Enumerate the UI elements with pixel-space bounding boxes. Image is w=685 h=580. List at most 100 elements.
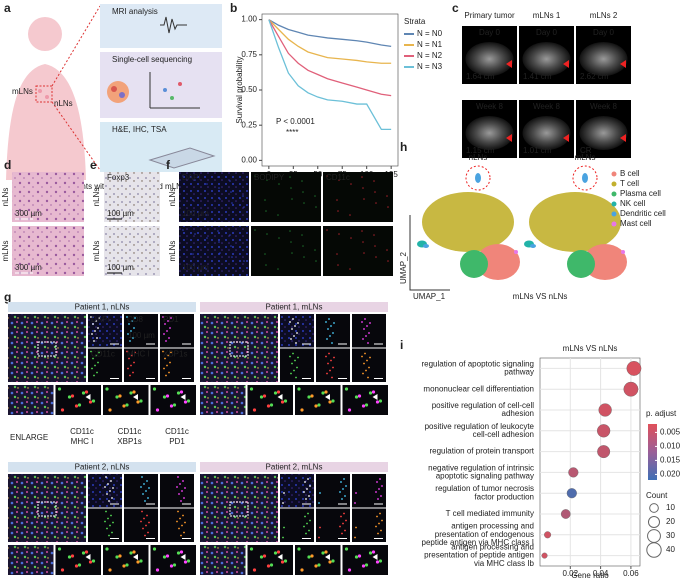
signal-dot [136, 560, 140, 564]
signal-dot [108, 568, 112, 572]
signal-dot [266, 564, 271, 568]
arrow [620, 60, 626, 68]
signal-dot [340, 515, 342, 518]
signal-dot [108, 534, 110, 537]
signal-dot [295, 376, 297, 379]
column-title: mLNs 1 [533, 11, 561, 20]
signal-dot [375, 491, 377, 493]
overview-image [8, 314, 86, 382]
signal-dot [273, 391, 278, 395]
signal-dot [177, 510, 179, 513]
legend-swatch [611, 201, 617, 207]
signal-dot [381, 519, 383, 522]
combo-label: CD11c [118, 427, 142, 436]
signal-dot [368, 391, 373, 395]
slide-icon [148, 147, 216, 169]
signal-dot [338, 179, 340, 181]
signal-dot [115, 395, 119, 399]
signal-dot [361, 355, 363, 358]
signal-dot [301, 234, 303, 236]
method-label: MRI analysis [112, 7, 158, 16]
arrow [563, 134, 569, 142]
signal-dot [122, 564, 126, 568]
time-label: Day 0 [593, 28, 614, 37]
size-label: 1.64 cm [466, 72, 495, 81]
signal-dot [365, 369, 367, 372]
signal-dot [131, 354, 133, 357]
channel-image [280, 508, 314, 542]
signal-dot [326, 175, 328, 177]
signal-dot [96, 337, 98, 339]
signal-dot [218, 241, 220, 243]
signal-dot [377, 532, 379, 535]
category-label: pathway [504, 368, 534, 377]
signal-dot [141, 476, 143, 478]
signal-dot [331, 399, 335, 403]
signal-dot [217, 176, 219, 178]
node-label: mLNs [12, 87, 33, 96]
signal-dot [142, 527, 144, 530]
channel-image [124, 474, 158, 508]
signal-dot [378, 488, 380, 490]
signal-dot [170, 351, 172, 354]
channel-image [88, 348, 122, 382]
signal-dot [143, 517, 145, 520]
signal-dot [302, 245, 304, 247]
cluster [529, 192, 621, 252]
signal-dot [374, 245, 376, 247]
signal-dot [133, 361, 135, 364]
row-label: nLNs [168, 188, 177, 207]
arrowhead [277, 554, 283, 560]
panel-label: h [400, 140, 407, 154]
legend-label: Mast cell [620, 219, 652, 228]
x-tick-label: 0.06 [623, 569, 639, 578]
signal-dot [308, 495, 310, 497]
signal-dot [165, 340, 167, 342]
x-axis-title: UMAP_1 [413, 292, 446, 301]
legend-label: B cell [620, 169, 640, 178]
channel-label: CD8 [127, 315, 144, 324]
zoom-box [37, 501, 57, 517]
signal-dot [218, 187, 220, 189]
signal-dot [282, 536, 284, 539]
signal-dot [373, 234, 375, 236]
category-label: peptide antigen via MHC class I [422, 538, 535, 547]
signal-dot [310, 554, 314, 558]
signal-dot [95, 354, 97, 357]
signal-dot [170, 317, 172, 319]
signal-dot [145, 524, 147, 527]
signal-dot [110, 480, 112, 482]
signal-dot [140, 486, 142, 488]
category-label: adhesion [502, 409, 534, 418]
signal-dot [314, 195, 316, 197]
block-header [8, 302, 196, 312]
fluor-image [323, 172, 393, 222]
signal-dot [162, 555, 167, 559]
signal-dot [361, 404, 366, 408]
signal-dot [290, 338, 292, 340]
highlight-circle [572, 165, 598, 191]
signal-dot [373, 180, 375, 182]
signal-dot [144, 534, 146, 537]
block-title: Patient 2, mLNs [266, 463, 323, 472]
signal-dot [292, 318, 294, 320]
signal-dot [296, 366, 298, 369]
signal-dot [355, 492, 357, 494]
signal-dot [143, 483, 145, 485]
signal-dot [88, 400, 93, 404]
signal-dot [326, 229, 328, 231]
signal-dot [315, 206, 317, 208]
signal-dot [132, 550, 136, 554]
signal-dot [341, 498, 343, 500]
signal-dot [93, 340, 95, 342]
signal-dot [167, 320, 169, 322]
signal-dot [332, 366, 334, 369]
legend-label: N = N2 [417, 51, 443, 60]
signal-dot [290, 372, 292, 375]
signal-dot [307, 555, 311, 559]
mri-image [465, 116, 514, 150]
signal-dot [343, 478, 345, 480]
category-label: antigen processing and [451, 543, 534, 552]
signal-dot [362, 187, 364, 189]
